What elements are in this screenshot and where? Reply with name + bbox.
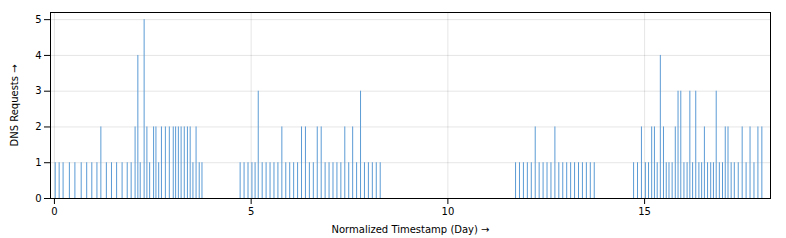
svg-text:1: 1 (35, 157, 41, 168)
svg-text:4: 4 (35, 50, 41, 61)
svg-text:15: 15 (638, 206, 651, 217)
svg-text:10: 10 (442, 206, 455, 217)
svg-text:DNS Requests →: DNS Requests → (9, 64, 20, 146)
svg-text:5: 5 (35, 14, 41, 25)
svg-text:2: 2 (35, 121, 41, 132)
svg-text:5: 5 (248, 206, 254, 217)
svg-text:0: 0 (51, 206, 57, 217)
svg-text:3: 3 (35, 85, 41, 96)
svg-text:0: 0 (35, 193, 41, 204)
svg-text:Normalized Timestamp (Day) →: Normalized Timestamp (Day) → (332, 224, 490, 235)
